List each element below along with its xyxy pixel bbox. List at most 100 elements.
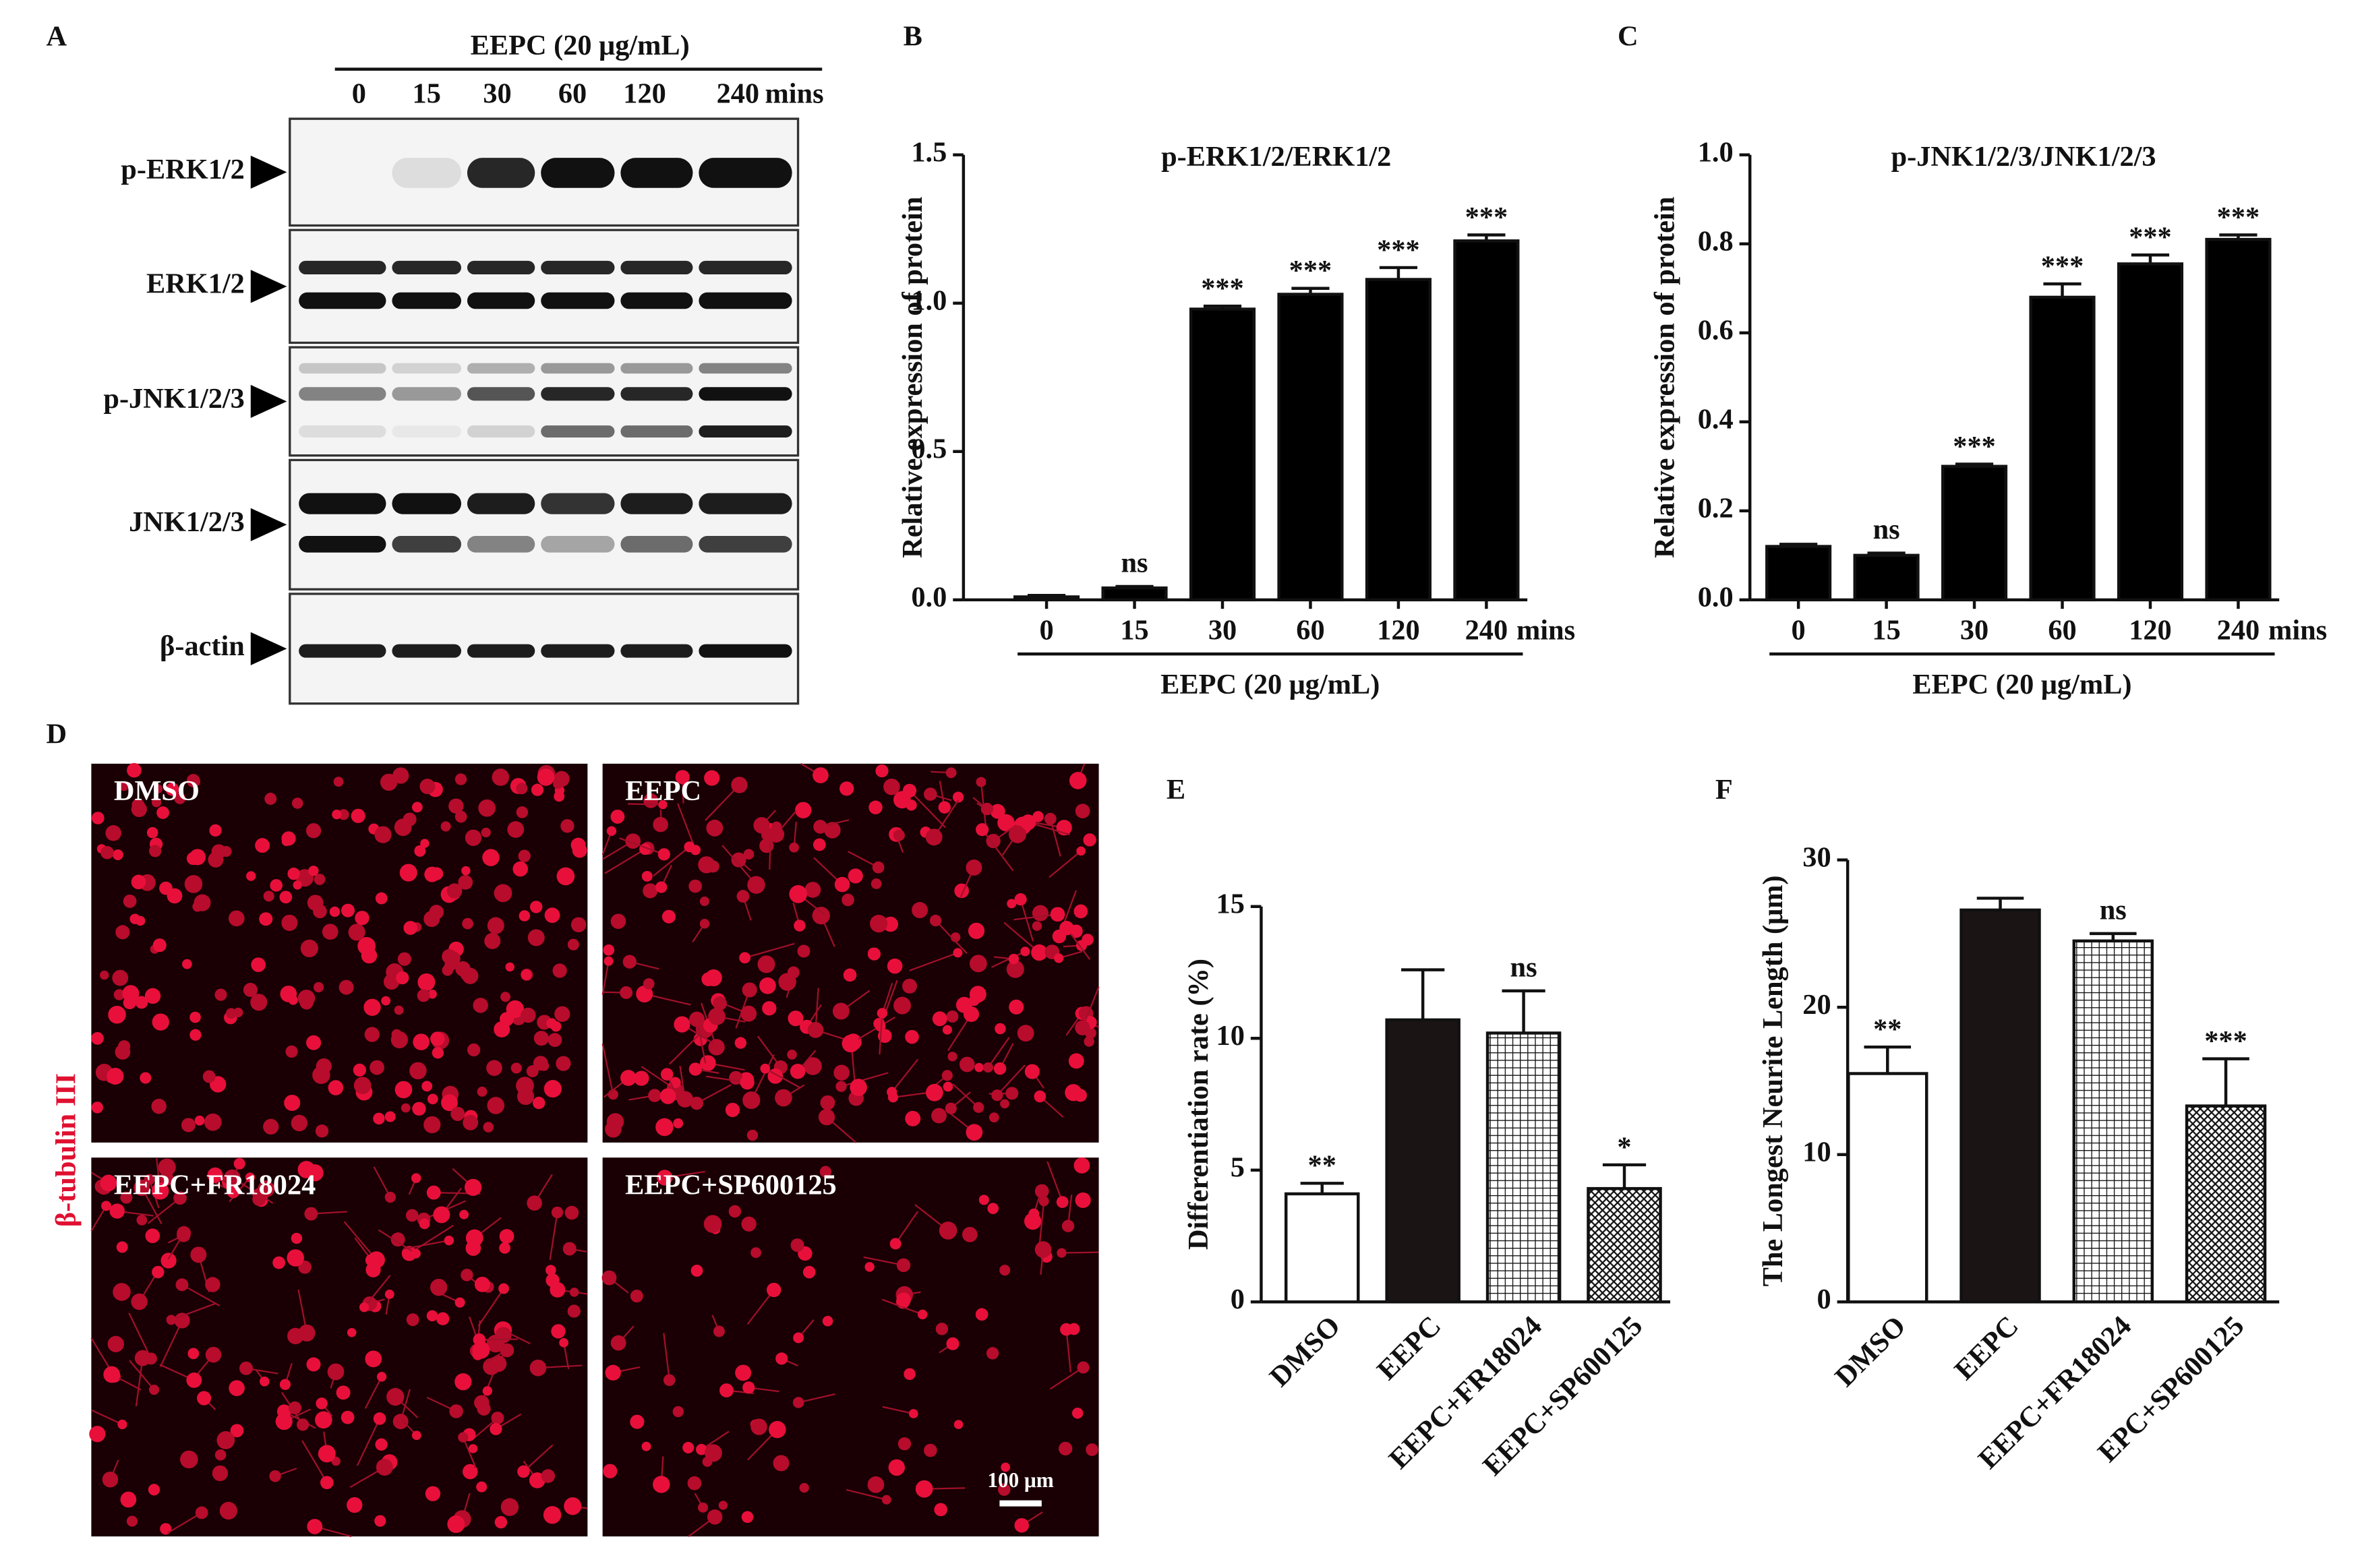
blot-frame [289,229,800,344]
cell [934,1503,947,1517]
neurite [935,919,968,955]
cell [551,1324,566,1339]
cell [205,1346,222,1363]
cell [548,1033,562,1048]
protein-label: ERK1/2 [146,268,245,300]
neurite [677,803,697,851]
cell [605,1364,621,1381]
cell [463,1114,479,1130]
cell [952,791,964,803]
neurite [909,952,958,971]
cell [108,1006,126,1024]
arrowhead [250,384,287,418]
cell [306,1357,321,1372]
cell [307,1519,323,1534]
band [392,292,462,309]
cell [746,1129,759,1141]
cell [1054,953,1064,963]
neurite [798,1393,835,1404]
cell [136,1215,148,1226]
band [299,260,386,274]
cell [762,1001,777,1016]
cell [735,1364,752,1381]
cell [893,829,905,841]
neurite [663,1333,670,1381]
cell [246,871,256,881]
cell [487,1097,504,1114]
cell [507,821,525,838]
y-tick-label: 0 [1817,1284,1831,1315]
cell [929,914,942,927]
cell [533,1056,548,1071]
micrograph [602,1157,1099,1537]
cell [482,1386,492,1396]
cell [91,1102,103,1114]
cell [376,1372,387,1382]
cell [166,1315,177,1325]
cell [160,1523,172,1535]
cell [834,876,850,893]
cell [263,1118,279,1135]
cell [1001,1462,1011,1472]
cell [897,1437,912,1451]
cell [552,963,567,978]
cell [835,1081,847,1092]
band [541,260,615,274]
band [699,260,792,274]
significance-label: ns [2100,894,2127,926]
bar [1101,586,1168,602]
cell [468,1444,478,1453]
cell [427,1093,438,1105]
cell [731,852,746,868]
cell [116,1241,128,1253]
cell [842,893,854,907]
unit-label: mins [765,78,823,109]
cell [381,996,391,1006]
cell [747,876,765,894]
cell [769,1420,786,1439]
band [541,292,615,309]
cell [734,1037,747,1049]
band [699,493,792,514]
cell [417,989,430,1002]
bar [1941,464,2008,602]
cell [705,969,722,987]
cell [997,814,1015,832]
y-tick-label: 10 [1216,1020,1245,1052]
cell [394,1005,404,1015]
cell [887,958,903,974]
cell [799,1482,809,1493]
cell [329,906,341,917]
cell [444,1235,454,1246]
cell [790,1064,806,1079]
cell [423,1116,441,1134]
cell [660,1068,674,1081]
neurite [1020,899,1034,942]
cell [790,1238,804,1253]
cell [610,1335,626,1351]
cell [173,1191,187,1205]
cell [969,955,987,973]
cell [259,912,273,926]
cell [341,1410,355,1424]
cell [657,1170,673,1186]
cell [704,770,720,786]
cell [255,838,270,853]
cell [134,1350,151,1366]
cell [187,1348,200,1360]
neurite [841,1072,889,1087]
panel-label: F [1715,774,1733,806]
cell [518,849,531,862]
cell [545,1265,556,1275]
cell [1038,1196,1049,1207]
cell [1075,1192,1091,1209]
cell [706,819,724,837]
cell [103,1366,121,1383]
cell [1059,921,1074,936]
y-tick-label: 0.5 [911,433,947,464]
cell [481,827,491,838]
cell [553,779,564,789]
cell [767,826,785,843]
cell [867,947,881,961]
cell [454,773,467,785]
